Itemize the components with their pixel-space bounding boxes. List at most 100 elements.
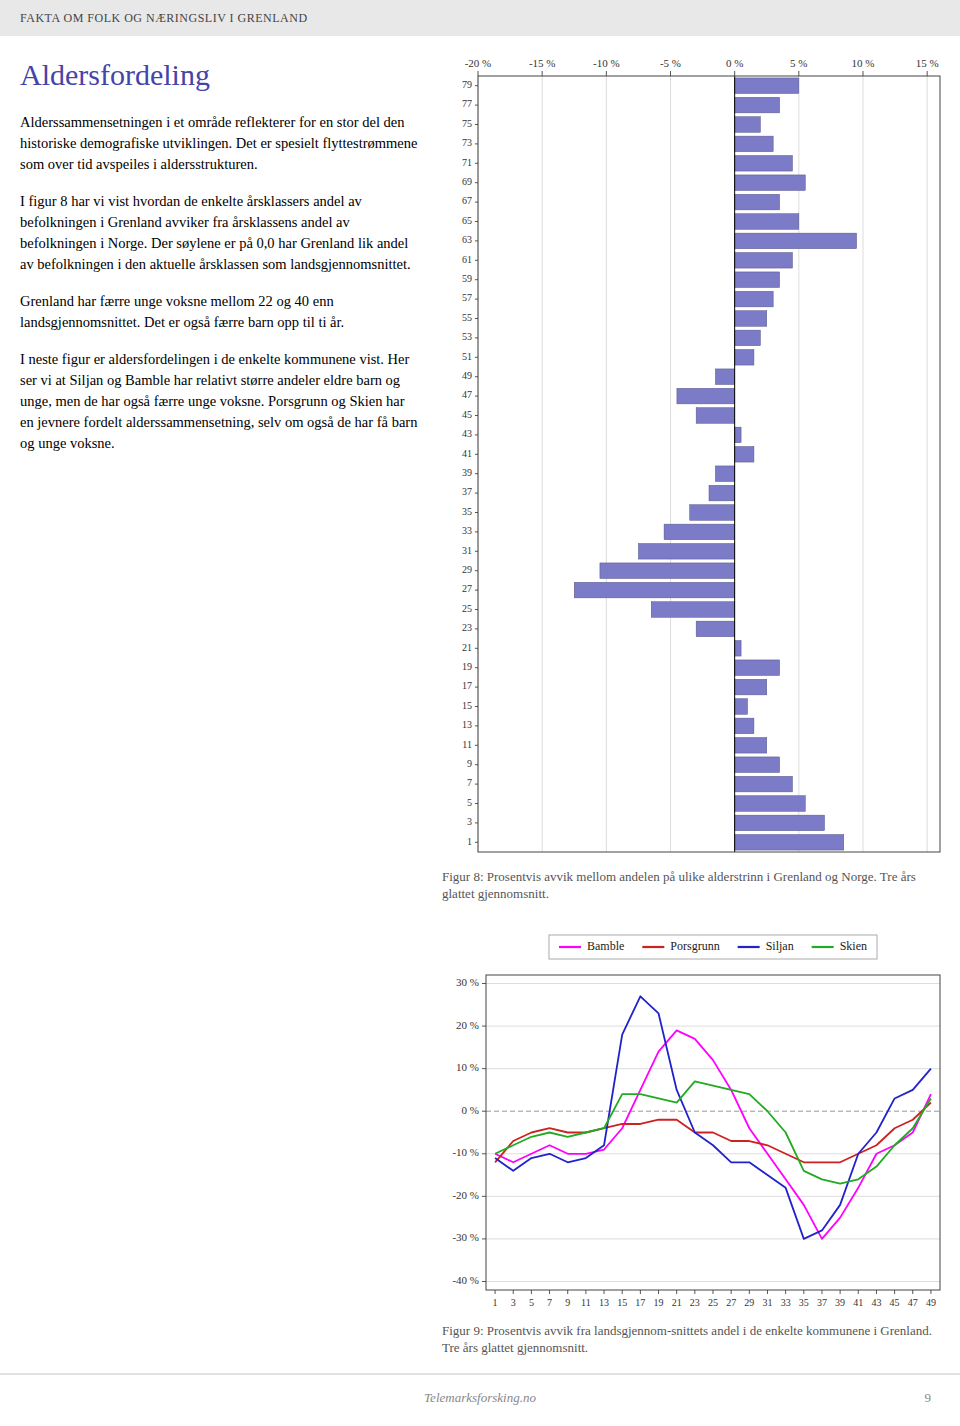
category-label: 1 (467, 836, 472, 847)
tick-mark (658, 1290, 659, 1294)
legend-swatch (559, 946, 581, 948)
tick-label: 30 % (456, 976, 479, 988)
category-label: 73 (462, 137, 472, 148)
tick-mark (482, 983, 486, 984)
grid-line (486, 1068, 940, 1069)
category-label: 35 (462, 506, 472, 517)
bar (735, 641, 741, 657)
tick-label: -40 % (452, 1274, 479, 1286)
bar (735, 272, 780, 288)
tick-label: 29 (744, 1297, 754, 1308)
category-label: 53 (462, 331, 472, 342)
section-title: Aldersfordeling (20, 58, 420, 92)
tick-label: 19 (654, 1297, 664, 1308)
tick-label: 1 (493, 1297, 498, 1308)
body-text: Alderssammensetningen i et område reflek… (20, 112, 420, 470)
tick-mark (840, 1290, 841, 1294)
category-label: 17 (462, 680, 472, 691)
tick-label: 25 (708, 1297, 718, 1308)
legend-label: Siljan (766, 939, 794, 953)
category-label: 21 (462, 642, 472, 653)
tick-mark (912, 1290, 913, 1294)
tick-mark (542, 71, 543, 76)
grid-line (927, 76, 928, 852)
tick-mark (767, 1290, 768, 1294)
category-label: 11 (462, 739, 472, 750)
tick-label: 37 (817, 1297, 827, 1308)
tick-mark (785, 1290, 786, 1294)
tick-mark (513, 1290, 514, 1294)
grid-line (486, 1196, 940, 1197)
bar (735, 679, 767, 695)
category-label: 5 (467, 797, 472, 808)
tick-label: 13 (599, 1297, 609, 1308)
tick-label: 0 % (462, 1104, 479, 1116)
category-label: 33 (462, 525, 472, 536)
tick-mark (622, 1290, 623, 1294)
tick-mark (495, 1290, 496, 1294)
tick-mark (670, 71, 671, 76)
category-label: 7 (467, 777, 472, 788)
tick-label: 47 (908, 1297, 918, 1308)
legend-swatch (812, 946, 834, 948)
grid-line (486, 983, 940, 984)
plot-frame (486, 975, 940, 1290)
category-label: 25 (462, 603, 472, 614)
tick-mark (927, 71, 928, 76)
tick-mark (731, 1290, 732, 1294)
tick-mark (894, 1290, 895, 1294)
tick-label: -20 % (452, 1189, 479, 1201)
tick-mark (482, 1153, 486, 1154)
tick-mark (640, 1290, 641, 1294)
bar (735, 330, 761, 346)
tick-label: 10 % (456, 1061, 479, 1073)
legend-items: BamblePorsgrunnSiljanSkien (559, 939, 867, 953)
category-label: 75 (462, 118, 472, 129)
tick-mark (531, 1290, 532, 1294)
legend-frame (549, 935, 877, 959)
paragraph: I figur 8 har vi vist hvordan de enkelte… (20, 191, 420, 275)
bar (735, 156, 793, 172)
line-chart: -40 %-30 %-20 %-10 %0 %10 %20 %30 %13579… (452, 935, 940, 1308)
tick-label: 35 (799, 1297, 809, 1308)
tick-label: 17 (635, 1297, 645, 1308)
tick-label: -10 % (593, 57, 620, 69)
bar (651, 602, 734, 618)
tick-label: 5 (529, 1297, 534, 1308)
series-line (495, 1081, 931, 1183)
legend: BamblePorsgrunnSiljanSkien (549, 935, 877, 959)
bar (735, 117, 761, 133)
grid-line (863, 76, 864, 852)
tick-mark (858, 1290, 859, 1294)
category-label: 79 (462, 79, 472, 90)
tick-label: 23 (690, 1297, 700, 1308)
category-label: 29 (462, 564, 472, 575)
bar (735, 815, 825, 831)
tick-label: 21 (672, 1297, 682, 1308)
tick-label: 31 (762, 1297, 772, 1308)
bar (735, 718, 754, 734)
tick-mark (798, 71, 799, 76)
chart-canvas: -20 %-15 %-10 %-5 %0 %5 %10 %15 %1357911… (0, 0, 960, 1426)
footer-text: Telemarksforsking.no (0, 1390, 960, 1406)
bar (735, 214, 799, 230)
category-label: 69 (462, 176, 472, 187)
tick-mark (482, 1068, 486, 1069)
zero-line (734, 76, 735, 852)
bar (735, 233, 857, 249)
lines (495, 996, 931, 1239)
legend-label: Bamble (587, 939, 624, 953)
bar (735, 350, 754, 366)
tick-mark (482, 1281, 486, 1282)
bar (735, 447, 754, 463)
tick-label: 49 (926, 1297, 936, 1308)
bar (735, 253, 793, 269)
footer-rule (0, 1374, 960, 1375)
legend-label: Porsgrunn (670, 939, 719, 953)
category-label: 71 (462, 157, 472, 168)
grid-line (486, 1238, 940, 1239)
bar-chart: -20 %-15 %-10 %-5 %0 %5 %10 %15 %1357911… (462, 57, 940, 852)
tick-mark (876, 1290, 877, 1294)
bar (735, 776, 793, 792)
tick-label: 15 % (916, 57, 939, 69)
